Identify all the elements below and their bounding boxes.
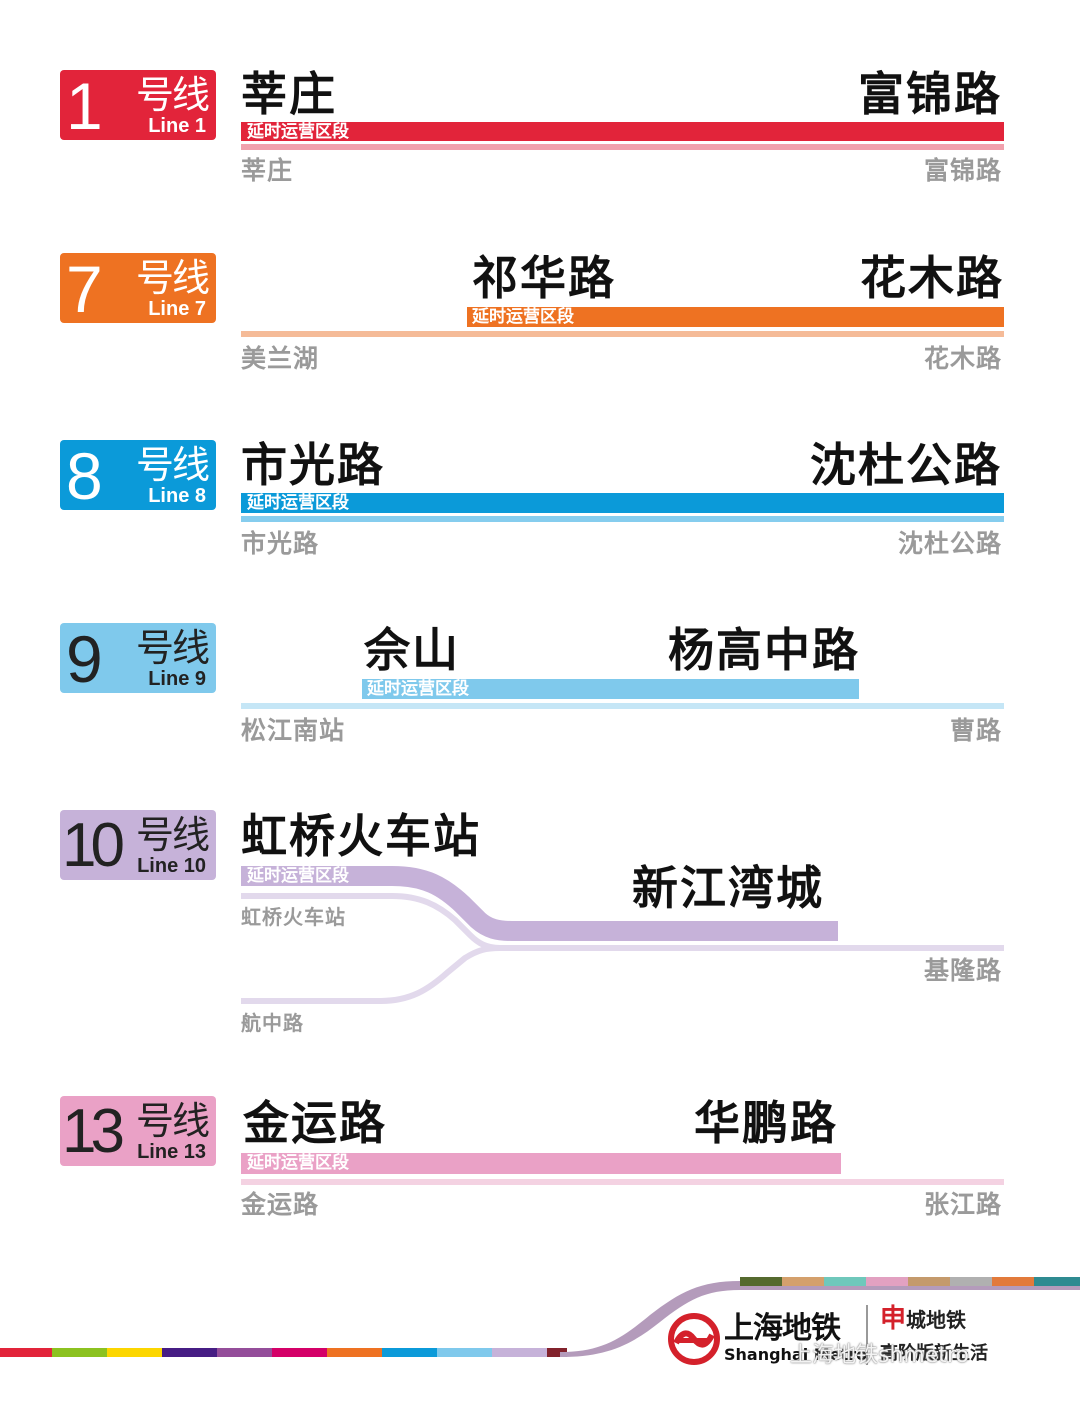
line9-badge: 9 号线 Line 9 — [60, 623, 216, 693]
line13-delay-label: 延时运营区段 — [247, 1153, 349, 1173]
line10-light-branch-lower — [241, 945, 501, 1004]
line8-sub-start: 市光路 — [241, 529, 320, 558]
line7-delay-end: 花木路 — [860, 251, 1004, 305]
footer-brand-name: 上海地铁 — [724, 1311, 841, 1346]
line8-delay-bar — [241, 493, 1004, 513]
line1-delay-label: 延时运营区段 — [247, 122, 349, 142]
watermark-text: 上海地铁shmetro — [790, 1343, 970, 1368]
line1-hao-xian: 号线 — [135, 73, 210, 117]
line9-sub-end: 曹路 — [949, 716, 1002, 745]
line7-number: 7 — [66, 253, 103, 323]
line7-badge: 7 号线 Line 7 — [60, 253, 216, 323]
line13-sub-end: 张江路 — [923, 1190, 1002, 1219]
line1-badge: 1 号线 Line 1 — [60, 70, 216, 140]
footer-color-stripe — [0, 1277, 1080, 1357]
line7-delay-start: 祁华路 — [472, 251, 616, 305]
line7-english: Line 7 — [148, 298, 206, 320]
shanghai-metro-logo-icon — [668, 1313, 720, 1365]
line10-delay-start: 虹桥火车站 — [241, 809, 481, 863]
line10-badge: 10 号线 Line 10 — [60, 810, 216, 880]
line9-light-bar — [241, 703, 1004, 709]
line8-delay-end: 沈杜公路 — [810, 438, 1002, 492]
line1-delay-bar — [241, 122, 1004, 141]
line10-delay-end: 新江湾城 — [632, 861, 824, 915]
line13-english: Line 13 — [137, 1141, 206, 1163]
line1-english: Line 1 — [148, 115, 206, 137]
line9-delay-start: 佘山 — [364, 623, 460, 677]
line7-sub-end: 花木路 — [923, 344, 1002, 373]
line10-sub-end: 基隆路 — [923, 956, 1002, 985]
line7-delay-bar — [467, 307, 1004, 327]
line1-light-bar — [241, 144, 1004, 150]
line13-number: 13 — [62, 1097, 125, 1166]
line10-english: Line 10 — [137, 855, 206, 877]
line8-delay-label: 延时运营区段 — [247, 493, 349, 513]
line10-delay-bar — [241, 866, 838, 941]
line1-number: 1 — [66, 70, 103, 140]
footer-city-text: 城地铁 — [906, 1308, 967, 1332]
line13-hao-xian: 号线 — [135, 1099, 210, 1143]
line1-delay-end: 富锦路 — [858, 67, 1002, 121]
line13-delay-bar — [241, 1153, 841, 1174]
line10-sub-branch: 航中路 — [241, 1011, 304, 1035]
line10-sub-start: 虹桥火车站 — [241, 905, 346, 929]
line9-hao-xian: 号线 — [135, 626, 210, 670]
line9-delay-bar — [362, 679, 859, 699]
footer-slogan: 高阶版新生活 — [880, 1343, 988, 1364]
line8-sub-end: 沈杜公路 — [897, 529, 1002, 558]
line1-sub-start: 莘庄 — [241, 156, 294, 185]
line8-english: Line 8 — [148, 485, 206, 507]
line9-sub-start: 松江南站 — [241, 716, 346, 745]
line13-sub-start: 金运路 — [241, 1190, 320, 1219]
line9-number: 9 — [66, 623, 103, 693]
line7-sub-start: 美兰湖 — [241, 344, 320, 373]
line7-hao-xian: 号线 — [135, 256, 210, 300]
line1-delay-start: 莘庄 — [241, 67, 337, 121]
line9-delay-end: 杨高中路 — [668, 623, 860, 677]
line8-number: 8 — [66, 440, 103, 510]
line10-delay-label: 延时运营区段 — [247, 866, 349, 886]
line13-light-bar — [241, 1179, 1004, 1185]
line1-sub-end: 富锦路 — [923, 156, 1002, 185]
line13-badge: 13 号线 Line 13 — [60, 1096, 216, 1166]
line8-light-bar — [241, 516, 1004, 522]
line9-english: Line 9 — [148, 668, 206, 690]
footer-divider — [866, 1305, 868, 1365]
footer-city-char: 申 — [880, 1304, 907, 1334]
footer-city-metro: 申城地铁 — [880, 1306, 966, 1333]
line13-delay-end: 华鹏路 — [694, 1096, 838, 1150]
line13-delay-start: 金运路 — [243, 1096, 387, 1150]
line10-number: 10 — [62, 811, 125, 880]
line10-hao-xian: 号线 — [135, 813, 210, 857]
line9-delay-label: 延时运营区段 — [367, 679, 469, 699]
footer-brand-english: Shanghai Metro — [724, 1345, 868, 1364]
line7-light-bar — [241, 331, 1004, 337]
line7-delay-label: 延时运营区段 — [472, 307, 574, 327]
line8-hao-xian: 号线 — [135, 443, 210, 487]
line8-delay-start: 市光路 — [241, 438, 385, 492]
line8-badge: 8 号线 Line 8 — [60, 440, 216, 510]
